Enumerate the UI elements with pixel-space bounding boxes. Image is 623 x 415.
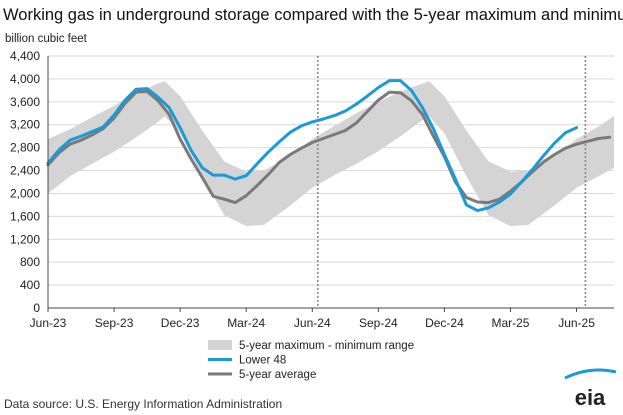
x-tick-label: Sep-24 [359,316,398,330]
series-lines [46,79,612,213]
x-tick-labels: Jun-23 Sep-23 Dec-23 Mar-24 Jun-24 Sep-24 Dec-… [30,308,595,330]
legend-swatch-band [208,340,232,350]
chart-title: Working gas in underground storage compa… [3,6,623,24]
y-axis-unit-label: billion cubic feet [5,33,87,45]
y-tick-label: 1,600 [10,209,40,223]
y-tick-label: 4,400 [10,49,40,63]
gridlines [48,55,614,286]
legend-label: Lower 48 [239,355,286,367]
axes [47,56,614,309]
y-tick-label: 400 [20,278,40,292]
y-tick-labels: 0 400 800 1,200 1,600 2,000 2,400 2,800 3,200 3,6… [10,49,40,315]
eia-logo: eia [564,368,617,410]
x-tick-label: Sep-23 [95,316,134,330]
y-tick-label: 4,000 [10,72,40,86]
y-tick-label: 800 [20,255,40,269]
x-tick-label: Dec-23 [161,316,200,330]
x-tick-label: Jun-23 [30,316,67,330]
x-tick-label: Dec-24 [425,316,464,330]
legend-label: 5-year average [239,369,316,381]
y-tick-label: 2,000 [10,186,40,200]
x-tick-label: Mar-24 [227,316,265,330]
x-tick-label: Mar-25 [491,316,529,330]
eia-logo-text: eia [575,385,606,410]
y-tick-label: 2,400 [10,164,40,178]
y-tick-label: 3,600 [10,95,40,109]
y-tick-label: 1,200 [10,232,40,246]
x-tick-label: Jun-25 [558,316,595,330]
x-tick-label: Jun-24 [294,316,331,330]
range-band-layer [48,81,614,227]
range-band-area [48,81,614,227]
y-tick-label: 2,800 [10,141,40,155]
legend: 5-year maximum - minimum range Lower 48 5-… [208,340,414,381]
y-tick-label: 3,200 [10,118,40,132]
data-source-note: Data source: U.S. Energy Information Adm… [4,397,283,411]
legend-label: 5-year maximum - minimum range [239,340,414,352]
reference-lines [316,56,587,308]
series-line-lower-48 [46,79,579,213]
y-tick-label: 0 [33,301,40,315]
